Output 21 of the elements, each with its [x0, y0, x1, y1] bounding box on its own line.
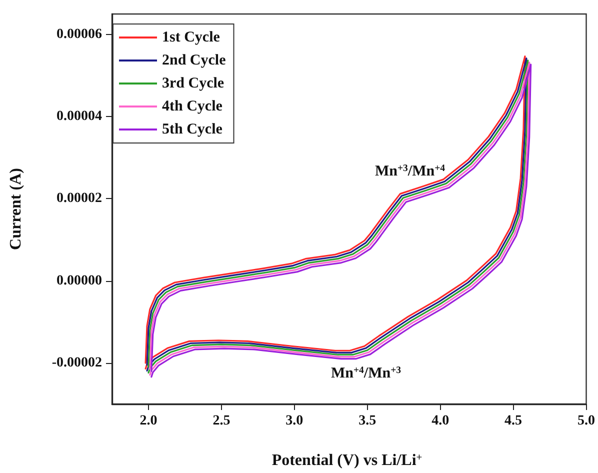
y-tick-label: 0.00004: [56, 109, 102, 124]
x-tick-label: 3.5: [358, 414, 376, 428]
legend-label: 2nd Cycle: [162, 52, 226, 68]
legend-label: 5th Cycle: [162, 122, 223, 138]
y-tick-label: -0.00002: [52, 355, 102, 370]
annotation: Mn$^{+4}$/Mn$^{+3}$: [330, 365, 402, 382]
x-tick-label: 4.5: [504, 414, 522, 428]
legend-label: 4th Cycle: [162, 98, 223, 114]
legend-label: 1st Cycle: [162, 30, 220, 46]
y-tick-label: 0.00000: [56, 273, 102, 288]
y-tick-label: 0.00002: [56, 191, 102, 206]
x-axis-title: Potential (V) vs Li/Li$^{+}$: [272, 452, 422, 469]
x-tick-label: 2.0: [140, 414, 158, 428]
x-tick-label: 3.0: [286, 414, 304, 428]
x-tick-label: 4.0: [432, 414, 450, 428]
y-tick-label: 0.00006: [56, 27, 102, 42]
y-axis-title: Current (A): [8, 168, 24, 250]
x-tick-label: 5.0: [578, 414, 595, 428]
annotation: Mn$^{+3}$/Mn$^{+4}$: [374, 163, 446, 180]
x-tick-label: 2.5: [212, 414, 230, 428]
legend-label: 3rd Cycle: [162, 76, 224, 92]
